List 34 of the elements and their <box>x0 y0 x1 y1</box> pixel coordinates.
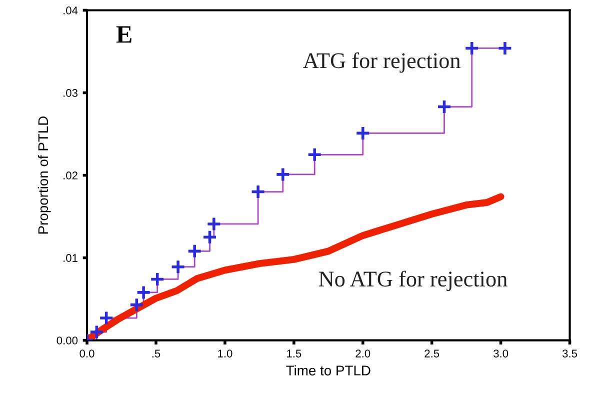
point <box>129 297 144 312</box>
point <box>206 216 222 232</box>
y-tick-label: .02 <box>64 172 78 180</box>
point <box>497 40 513 56</box>
x-tick-label: 0.0 <box>80 350 94 358</box>
point <box>98 310 114 326</box>
point <box>464 40 480 56</box>
point <box>275 166 291 182</box>
point <box>202 230 218 245</box>
series-label: ATG for rejection <box>303 52 460 73</box>
y-axis-title: Proportion of PTLD <box>38 116 51 234</box>
x-tick-label: 2.0 <box>356 350 370 358</box>
y-tick-label: 0.00 <box>56 336 78 344</box>
x-axis-title: Time to PTLD <box>286 365 370 376</box>
x-tick-label: 3.0 <box>494 350 508 358</box>
point <box>355 126 371 141</box>
point <box>89 324 104 340</box>
x-tick-label: 2.5 <box>424 350 440 358</box>
point <box>170 259 186 275</box>
point <box>186 244 202 259</box>
annotation: E <box>116 26 132 43</box>
point <box>306 147 322 162</box>
x-tick-label: .5 <box>152 350 160 358</box>
point <box>150 272 165 287</box>
x-tick-label: 3.5 <box>562 350 578 358</box>
point <box>136 284 152 300</box>
y-tick-label: .03 <box>64 89 78 97</box>
x-tick-label: 1.0 <box>218 350 232 358</box>
y-tick-label: .01 <box>64 254 78 262</box>
point <box>250 184 266 200</box>
x-tick-label: 1.5 <box>287 350 302 358</box>
series-label: No ATG for rejection <box>318 270 508 292</box>
y-tick-label: .04 <box>64 6 78 14</box>
point <box>436 99 452 114</box>
